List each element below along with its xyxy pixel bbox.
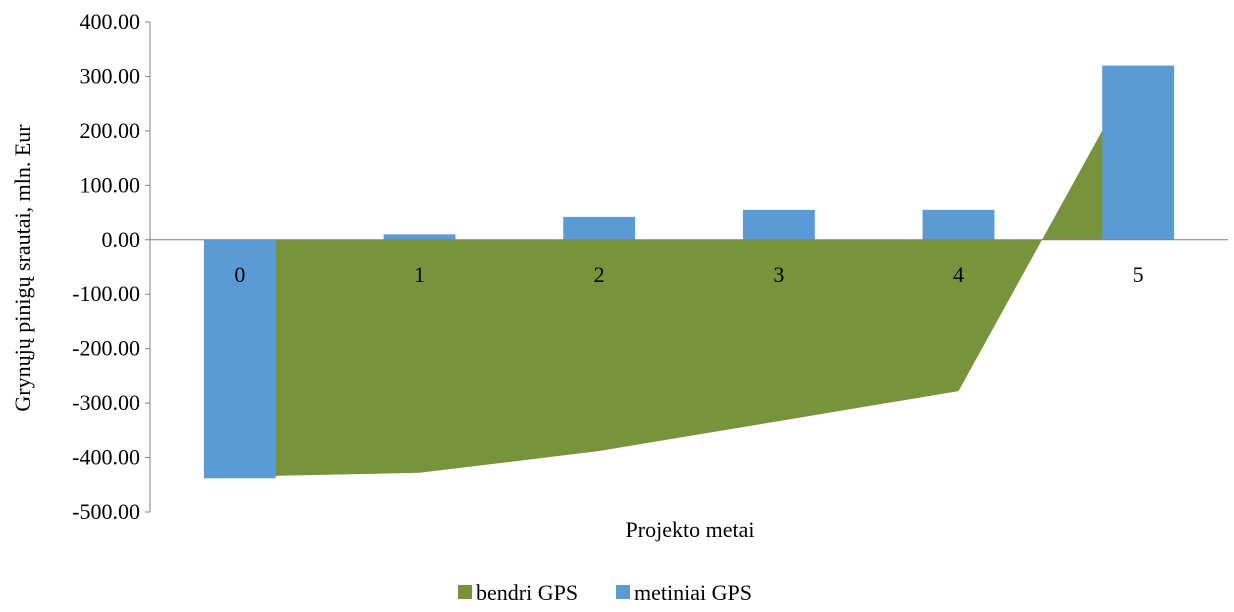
y-tick-label: -400.00 bbox=[72, 445, 140, 470]
y-tick-label: 200.00 bbox=[80, 118, 141, 143]
x-tick-label: 4 bbox=[953, 262, 964, 287]
x-axis-title: Projekto metai bbox=[626, 517, 755, 542]
y-tick-label: 0.00 bbox=[102, 227, 141, 252]
axis-layer bbox=[149, 22, 1228, 512]
y-tick-label: -100.00 bbox=[72, 281, 140, 306]
bar-metiniai-gps-2 bbox=[563, 216, 636, 240]
y-tick-label: 300.00 bbox=[80, 63, 141, 88]
legend: bendri GPS metiniai GPS bbox=[458, 580, 752, 605]
bar-metiniai-gps-4 bbox=[922, 209, 995, 240]
area-bendri-gps bbox=[239, 65, 1139, 477]
x-tick-label: 3 bbox=[773, 262, 784, 287]
y-tick-label: -200.00 bbox=[72, 336, 140, 361]
legend-label: bendri GPS bbox=[476, 580, 578, 605]
x-tick-label: 5 bbox=[1133, 262, 1144, 287]
area-layer bbox=[239, 65, 1139, 477]
legend-label: metiniai GPS bbox=[634, 580, 752, 605]
tick-layer: 400.00 300.00 200.00 100.00 0.00 -100.00 -200.… bbox=[72, 9, 1143, 524]
x-tick-label: 2 bbox=[594, 262, 605, 287]
bar-metiniai-gps-1 bbox=[383, 234, 456, 240]
y-tick-label: 100.00 bbox=[80, 172, 141, 197]
bar-metiniai-gps-5 bbox=[1102, 65, 1175, 240]
y-tick-label: -500.00 bbox=[72, 499, 140, 524]
legend-swatch bbox=[616, 585, 630, 599]
y-axis-title: Grynųjų pinigų srautai, mln. Eur bbox=[10, 124, 35, 412]
y-tick-label: -300.00 bbox=[72, 390, 140, 415]
bar-metiniai-gps-0 bbox=[203, 239, 276, 479]
legend-swatch bbox=[458, 585, 472, 599]
x-tick-label: 0 bbox=[234, 262, 245, 287]
bar-layer bbox=[203, 65, 1175, 479]
bar-metiniai-gps-3 bbox=[742, 209, 815, 240]
x-tick-label: 1 bbox=[414, 262, 425, 287]
y-tick-label: 400.00 bbox=[80, 9, 141, 34]
